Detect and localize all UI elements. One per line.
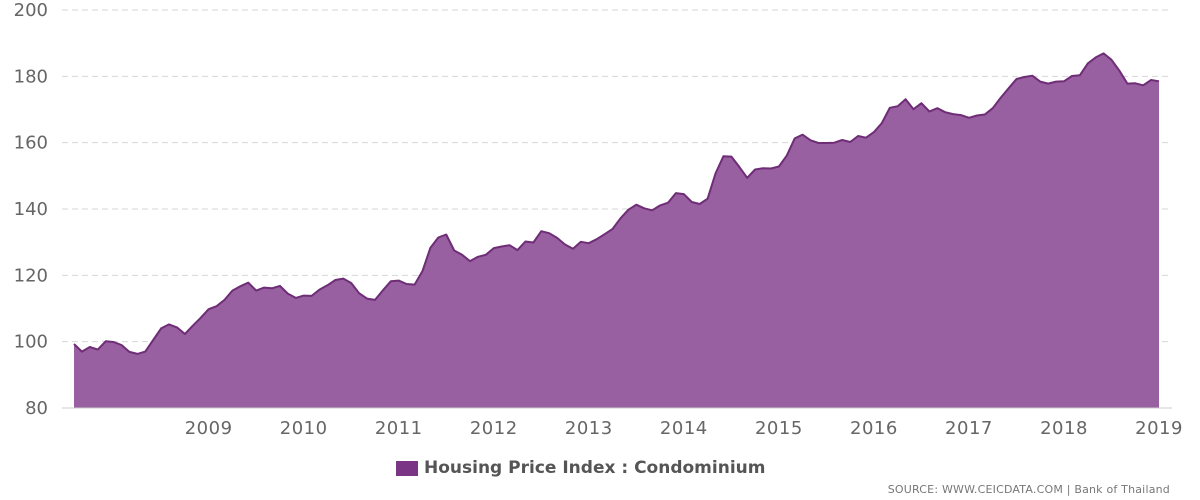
area-chart: 80 100 120 140 160 180 200 2009 2010 2011 2012 201…: [14, 0, 1183, 439]
x-tick-label: 2019: [1135, 418, 1183, 439]
y-axis-ticks: 80 100 120 140 160 180 200: [14, 0, 48, 419]
legend-label: Housing Price Index : Condominium: [424, 458, 766, 478]
x-tick-label: 2010: [280, 418, 328, 439]
x-tick-label: 2018: [1040, 418, 1088, 439]
x-tick-label: 2017: [945, 418, 993, 439]
source-note: SOURCE: WWW.CEICDATA.COM | Bank of Thail…: [887, 483, 1170, 496]
x-tick-label: 2014: [660, 418, 708, 439]
x-tick-label: 2015: [755, 418, 803, 439]
x-tick-label: 2013: [565, 418, 613, 439]
y-tick-label: 140: [14, 199, 48, 220]
y-tick-label: 180: [14, 66, 48, 87]
area-series-housing-price-index: [74, 53, 1159, 409]
line-series-housing-price-index: [73, 52, 1160, 355]
y-tick-label: 120: [14, 265, 48, 286]
x-axis-ticks: 2009 2010 2011 2012 2013 2014 2015 2016 2017 2018…: [185, 418, 1183, 439]
x-tick-label: 2011: [375, 418, 423, 439]
legend-swatch: [396, 460, 418, 476]
legend[interactable]: Housing Price Index : Condominium: [396, 458, 765, 478]
y-tick-label: 100: [14, 332, 48, 353]
x-tick-label: 2009: [185, 418, 233, 439]
x-tick-label: 2016: [850, 418, 898, 439]
x-tick-label: 2012: [470, 418, 518, 439]
y-tick-label: 80: [25, 398, 48, 419]
y-tick-label: 160: [14, 133, 48, 154]
y-tick-label: 200: [14, 0, 48, 21]
